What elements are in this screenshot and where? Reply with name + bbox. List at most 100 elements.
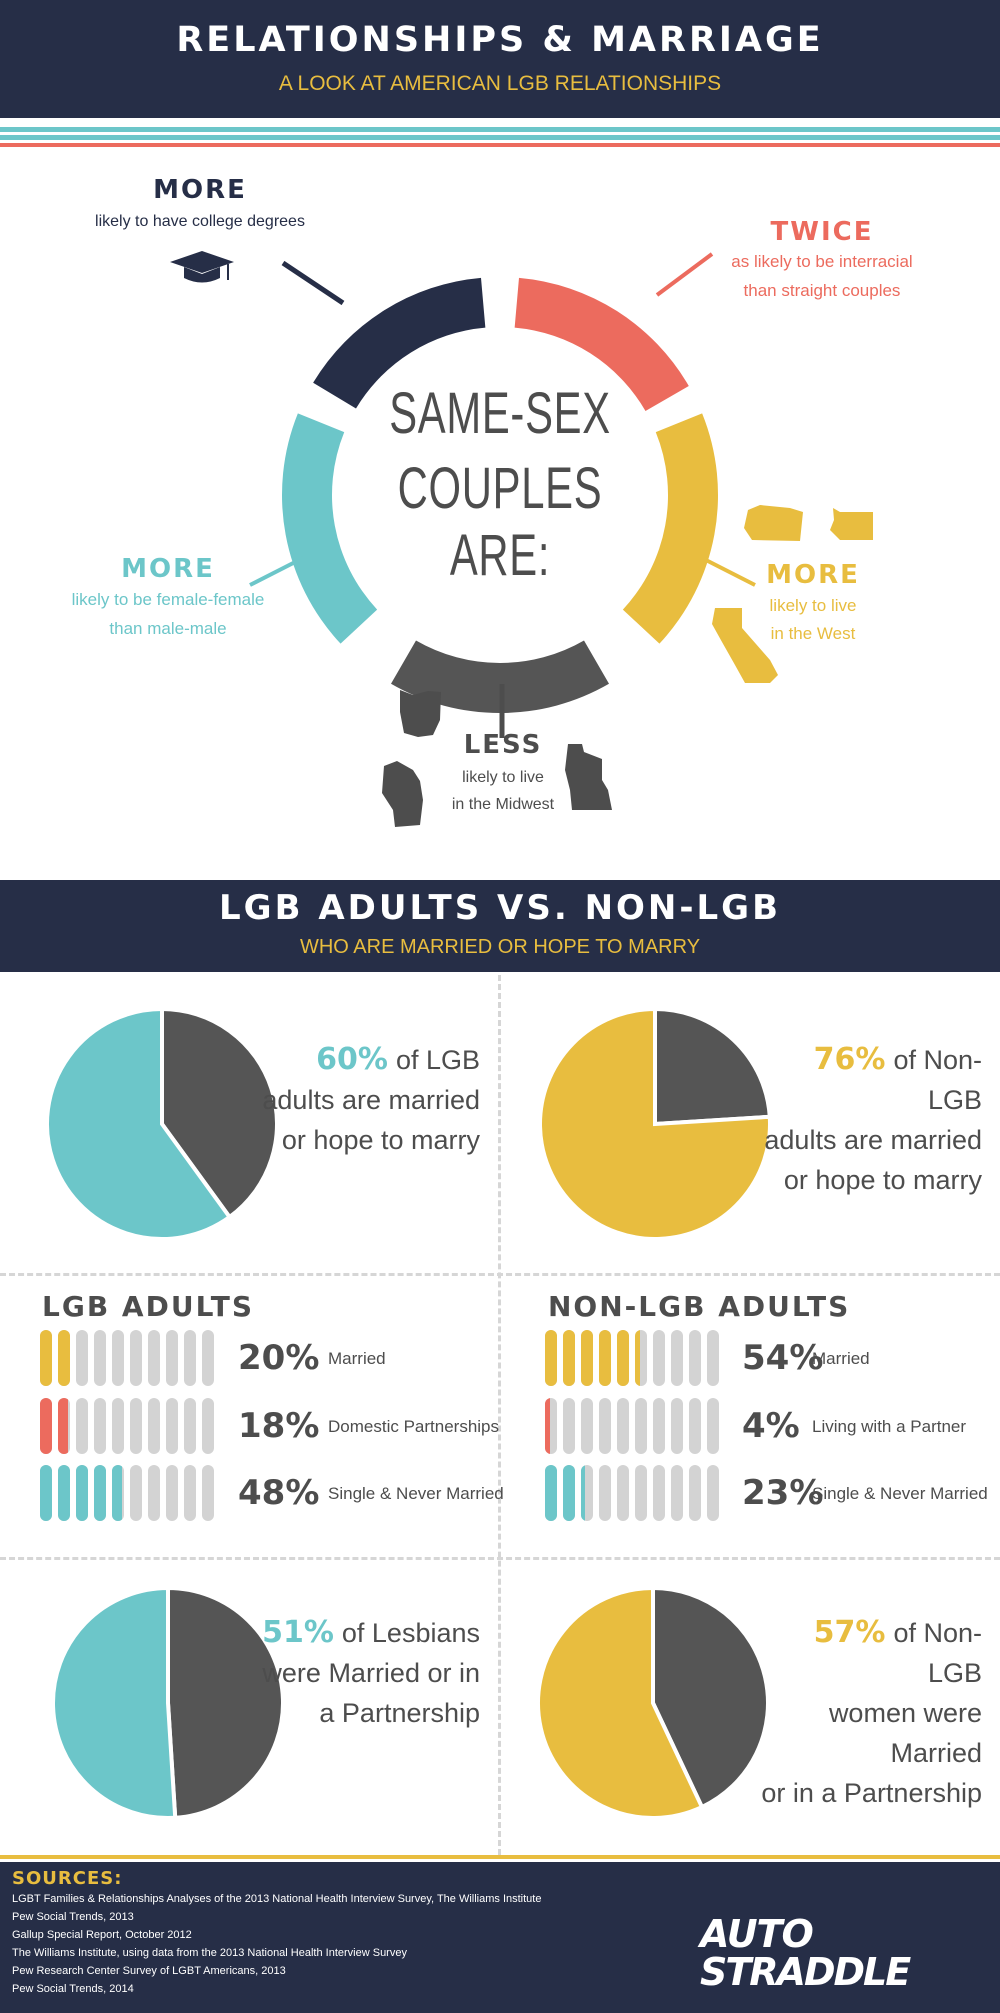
college-connector: [281, 260, 345, 306]
stripe-teal-1: [0, 127, 1000, 132]
bar-pill: [617, 1465, 629, 1521]
stripe-coral: [0, 143, 1000, 147]
bar-pill-fill: [40, 1465, 52, 1521]
bar-pill: [112, 1330, 124, 1386]
bar-pill: [166, 1465, 178, 1521]
section2-subtitle: WHO ARE MARRIED OR HOPE TO MARRY: [299, 936, 701, 958]
bar-pill: [689, 1465, 701, 1521]
bar-pill-fill: [545, 1330, 557, 1386]
pie-lgb-line2: adults are married: [262, 1085, 480, 1115]
pie-nonlgb-pct: 76%: [813, 1042, 886, 1077]
bar-pill-fill: [635, 1330, 640, 1386]
pie-nonlgb-caption: 76% of Non-LGB adults are married or hope…: [760, 1040, 982, 1200]
pie-lgb-married: [45, 1006, 279, 1241]
bar-pill: [599, 1465, 611, 1521]
bar-row-pct: 18%: [238, 1406, 320, 1446]
pie-slice-nonlgb-other: [653, 1006, 772, 1127]
pie-lesbians-caption: 51% of Lesbians were Married or in a Part…: [260, 1613, 480, 1733]
washington-map-icon: [830, 508, 873, 540]
interracial-connector: [655, 252, 714, 297]
pie-nonlgb-women-line3: or in a Partnership: [761, 1778, 982, 1808]
bar-pill: [40, 1330, 52, 1386]
logo-line2: STRADDLE: [700, 1950, 911, 1994]
bar-pill-fill: [40, 1330, 52, 1386]
interracial-head: TWICE: [770, 217, 874, 247]
arc-college: [313, 277, 486, 409]
female-line2: than male-male: [109, 619, 227, 638]
pie-nonlgb-women-pct: 57%: [813, 1615, 886, 1650]
bar-pill: [202, 1330, 214, 1386]
bar-row-lgb-2: [40, 1465, 214, 1521]
bar-row-lgb-0: [40, 1330, 214, 1386]
college-head: MORE: [153, 175, 247, 205]
bar-row-label: Single & Never Married: [812, 1484, 988, 1503]
bar-row-pct: 54%: [742, 1338, 824, 1378]
bar-pill: [671, 1398, 683, 1454]
pie-nonlgb-women-line1: of Non-LGB: [893, 1618, 982, 1688]
pie-nonlgb-line1: of Non-LGB: [893, 1045, 982, 1115]
source-item: Pew Research Center Survey of LGBT Ameri…: [12, 1965, 286, 1977]
arc-female: [282, 413, 378, 644]
bar-pill: [184, 1330, 196, 1386]
bar-pill: [545, 1465, 557, 1521]
bar-pill: [148, 1398, 160, 1454]
bar-pill: [581, 1330, 593, 1386]
bar-pill: [76, 1465, 88, 1521]
pie-slice-nonlgb-women-partnered: [537, 1585, 705, 1820]
center-divider: [498, 975, 501, 1855]
stripe-teal-2: [0, 135, 1000, 140]
page-subtitle: A LOOK AT AMERICAN LGB RELATIONSHIPS: [278, 72, 722, 95]
section2-title: LGB ADULTS VS. NON-LGB: [219, 888, 781, 928]
bar-pill: [635, 1465, 647, 1521]
source-item: Pew Social Trends, 2013: [12, 1911, 134, 1923]
pie-nonlgb-married: [538, 1006, 772, 1241]
female-connector: [249, 555, 306, 587]
west-line2: in the West: [770, 624, 856, 643]
bar-pill: [76, 1330, 88, 1386]
bar-pill: [599, 1330, 611, 1386]
nonlgb-adults-title: NON-LGB ADULTS: [548, 1290, 851, 1323]
bar-row-label: Living with a Partner: [812, 1417, 967, 1436]
pie-nonlgb-women-caption: 57% of Non-LGB women were Married or in a…: [760, 1613, 982, 1813]
arc-west: [622, 413, 718, 644]
pie-slice-lgb-other: [160, 1006, 279, 1220]
midwest-line2: in the Midwest: [451, 796, 555, 813]
west-connector: [699, 555, 756, 587]
bar-row-pct: 4%: [742, 1406, 800, 1446]
bar-pill: [202, 1398, 214, 1454]
bar-pill: [58, 1398, 70, 1454]
bar-pill: [112, 1465, 124, 1521]
ring-diagram: [170, 251, 873, 827]
sources-footer: [0, 1862, 1000, 2013]
bar-pill: [671, 1465, 683, 1521]
lgb-adults-title: LGB ADULTS: [42, 1290, 255, 1323]
ohio-map-icon: [400, 690, 441, 737]
pie-lgb-line1: of LGB: [395, 1045, 480, 1075]
west-line1: likely to live: [769, 596, 857, 615]
pie-nonlgb-women: [537, 1585, 770, 1820]
bar-pill: [653, 1465, 665, 1521]
pie-lesbians-line2: were Married or in: [262, 1658, 480, 1688]
source-item: Pew Social Trends, 2014: [12, 1983, 134, 1995]
pie-lesbians-line3: a Partnership: [319, 1698, 480, 1728]
pie-nonlgb-line2: adults are married: [764, 1125, 982, 1155]
wisconsin-map-icon: [382, 761, 423, 827]
arc-interracial: [514, 277, 689, 411]
pie-lgb-caption: 60% of LGB adults are married or hope to …: [260, 1040, 480, 1160]
logo-line1: AUTO: [700, 1912, 814, 1956]
bar-pill-fill: [617, 1330, 629, 1386]
female-line1: likely to be female-female: [71, 590, 265, 609]
bar-pill: [581, 1398, 593, 1454]
bar-pill: [707, 1465, 719, 1521]
source-item: Gallup Special Report, October 2012: [12, 1929, 192, 1941]
pie-slice-lgb-married: [45, 1006, 233, 1241]
bar-pill-fill: [563, 1465, 575, 1521]
california-map-icon: [712, 608, 778, 683]
bar-pill: [40, 1398, 52, 1454]
pie-lesbians-line1: of Lesbians: [341, 1618, 480, 1648]
bar-row-label: Married: [812, 1349, 870, 1368]
bar-pill: [76, 1398, 88, 1454]
bar-pill: [148, 1330, 160, 1386]
bar-pill: [617, 1330, 629, 1386]
pie-slice-lesbians-other: [166, 1585, 285, 1820]
